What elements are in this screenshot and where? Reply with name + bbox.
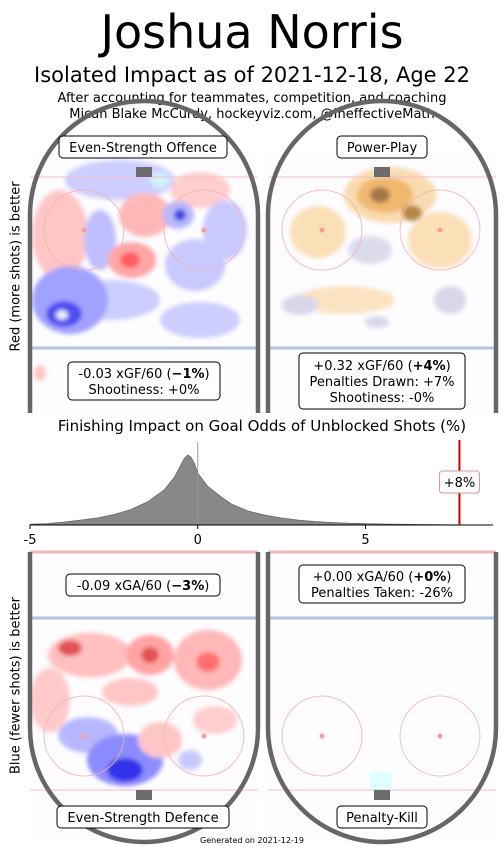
- footer-generated: Generated on 2021-12-19: [200, 836, 304, 845]
- x-tick-label: -5: [24, 533, 37, 548]
- stat-power-play-line3: Shootiness: -0%: [330, 391, 435, 406]
- rink-ev-defence: [27, 550, 261, 845]
- stat-power-play-line1: +0.32 xGF/60 (+4%): [313, 359, 450, 374]
- stat-ev-offence-line1: -0.03 xGF/60 (−1%): [78, 367, 209, 382]
- panel-label-ev-offence-text: Even-Strength Offence: [69, 141, 217, 156]
- finishing-impact-chart: -5 0 5 +8% Finishing Impact on Goal Odds o…: [24, 417, 494, 548]
- panel-label-penalty-kill: Penalty-Kill: [336, 805, 428, 829]
- stat-box-ev-offence: -0.03 xGF/60 (−1%) Shootiness: +0%: [67, 361, 221, 401]
- stat-box-power-play: +0.32 xGF/60 (+4%) Penalties Drawn: +7% …: [298, 352, 466, 410]
- panel-label-power-play: Power-Play: [336, 135, 428, 159]
- panel-label-ev-offence: Even-Strength Offence: [58, 135, 228, 159]
- x-tick-label: 0: [194, 533, 202, 548]
- panel-label-ev-defence: Even-Strength Defence: [56, 805, 230, 829]
- heatmap-ev-defence: [30, 630, 242, 786]
- page-subtitle: Isolated Impact as of 2021-12-18, Age 22: [34, 63, 470, 87]
- note-line-2: Micah Blake McCurdy, hockeyviz.com, @Ine…: [69, 107, 435, 122]
- x-ticks: -5 0 5: [24, 525, 370, 548]
- panel-label-power-play-text: Power-Play: [347, 141, 418, 156]
- stat-ev-offence-line2: Shootiness: +0%: [89, 383, 200, 398]
- stat-penalty-kill-line1: +0.00 xGA/60 (+0%): [313, 570, 452, 585]
- heatmap-power-play: [282, 167, 472, 328]
- x-tick-label: 5: [361, 533, 369, 548]
- stat-ev-defence-line1: -0.09 xGA/60 (−3%): [77, 579, 210, 594]
- panel-label-penalty-kill-text: Penalty-Kill: [346, 811, 418, 826]
- chart-title: Finishing Impact on Goal Odds of Unblock…: [58, 417, 466, 435]
- stat-box-penalty-kill: +0.00 xGA/60 (+0%) Penalties Taken: -26%: [298, 564, 466, 604]
- page-title: Joshua Norris: [100, 5, 404, 59]
- heatmap-ev-offence: [32, 160, 247, 381]
- density-area: [29, 454, 494, 526]
- stat-power-play-line2: Penalties Drawn: +7%: [309, 375, 454, 390]
- marker-label-box: [438, 470, 480, 494]
- panel-label-ev-defence-text: Even-Strength Defence: [67, 811, 218, 826]
- stat-box-ev-defence: -0.09 xGA/60 (−3%): [65, 573, 221, 597]
- stat-penalty-kill-line2: Penalties Taken: -26%: [311, 586, 453, 601]
- marker-label: +8%: [444, 476, 476, 491]
